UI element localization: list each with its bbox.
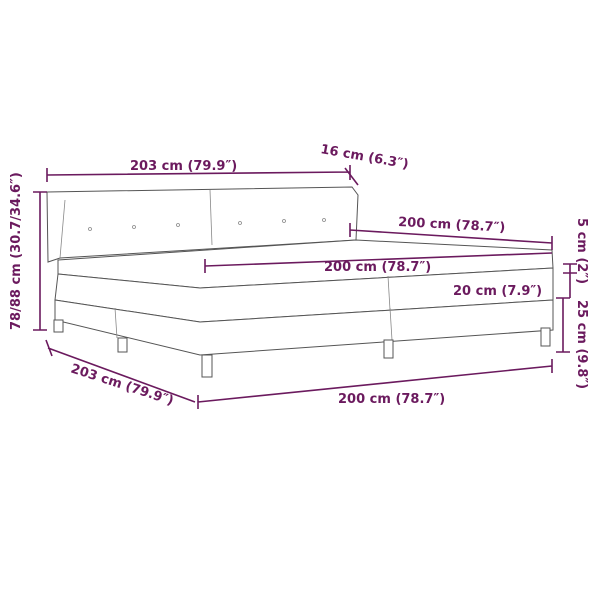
- label-headboard-width: 203 cm (79.9″): [130, 159, 237, 174]
- headboard-buttons: [88, 218, 326, 231]
- leg: [53, 319, 64, 333]
- leg: [540, 327, 551, 347]
- label-base-width: 200 cm (78.7″): [338, 392, 445, 407]
- label-mattress-height: 20 cm (7.9″): [453, 284, 542, 299]
- label-base-height: 25 cm (9.8″): [574, 300, 589, 389]
- dimension-lines: [33, 165, 577, 409]
- leg: [383, 339, 394, 359]
- label-mattress-width: 200 cm (78.7″): [324, 260, 431, 275]
- label-bed-length: 200 cm (78.7″): [398, 215, 506, 236]
- label-total-height: 78/88 cm (30.7/34.6″): [9, 172, 24, 330]
- label-topper-height: 5 cm (2″): [574, 218, 589, 284]
- label-headboard-depth: 16 cm (6.3″): [319, 142, 409, 172]
- label-overall-length: 203 cm (79.9″): [69, 362, 176, 409]
- leg: [117, 337, 128, 353]
- leg: [201, 354, 213, 378]
